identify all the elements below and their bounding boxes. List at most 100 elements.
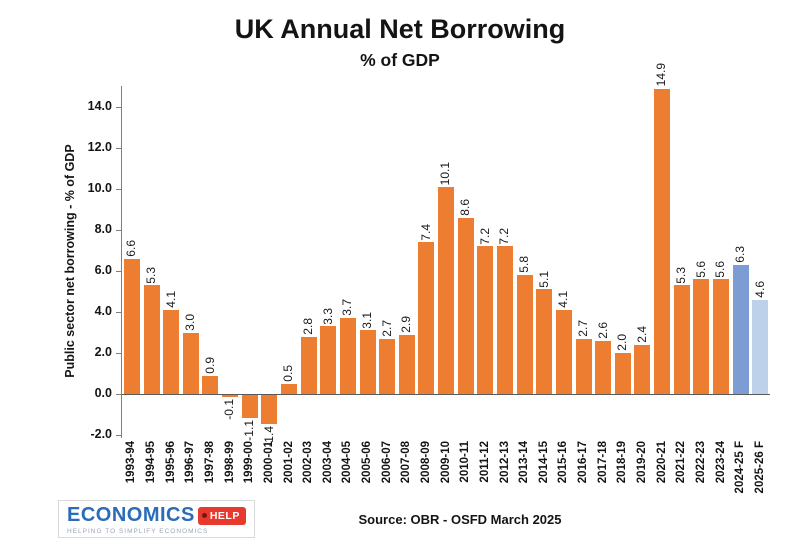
x-axis-label: 2025-26 F <box>750 441 770 536</box>
bar-value-label: 14.9 <box>653 45 671 86</box>
logo-help-tag: HELP <box>197 506 246 525</box>
bar-value-label: 5.8 <box>516 231 534 273</box>
y-tick-label: 4.0 <box>94 304 112 318</box>
bar-value-label: 8.6 <box>457 174 475 216</box>
bar <box>555 309 572 394</box>
bar-value-text: 5.1 <box>536 270 551 288</box>
x-axis-label-text: 2000-01 <box>262 441 275 484</box>
bar <box>359 330 376 394</box>
x-axis-label: 2021-22 <box>672 441 692 536</box>
bar-value-text: 5.8 <box>516 256 531 274</box>
bar-value-text: 10.1 <box>438 161 453 185</box>
y-tick-label: 10.0 <box>87 181 112 195</box>
bar <box>182 332 199 394</box>
y-tick-mark <box>116 435 122 436</box>
x-axis-label-text: 1994-95 <box>145 441 158 484</box>
bar-value-label: 3.3 <box>319 282 337 325</box>
bar-value-label: 5.1 <box>535 245 553 288</box>
y-tick-label: 0.0 <box>94 386 112 400</box>
logo-dot-icon <box>201 513 207 518</box>
bar <box>398 334 415 394</box>
bar <box>418 242 435 394</box>
bar <box>595 340 612 394</box>
bar-value-label: 2.0 <box>614 309 632 351</box>
logo-tag-text: HELP <box>209 509 240 522</box>
logo-text: ECONOMICS <box>67 504 195 526</box>
bar <box>732 264 749 395</box>
y-tick-label: -2.0 <box>90 427 112 441</box>
bar <box>752 299 769 394</box>
bar-value-text: 8.6 <box>458 199 472 216</box>
bar <box>673 285 690 394</box>
x-axis-label: 2022-23 <box>692 441 712 536</box>
x-axis-label-text: 2025-26 F <box>753 441 766 494</box>
bar <box>280 383 297 395</box>
bar-value-label: 2.8 <box>300 293 318 335</box>
bar <box>712 279 729 394</box>
bar-value-label: 0.9 <box>201 332 219 374</box>
x-axis-label-text: 2012-13 <box>498 441 511 484</box>
x-axis-label-text: 1998-99 <box>223 441 236 484</box>
bar-value-text: 7.2 <box>497 227 512 245</box>
bar <box>536 289 553 394</box>
bar <box>261 395 278 424</box>
y-tick-mark <box>116 148 122 149</box>
bar-value-label: 2.7 <box>378 295 396 337</box>
bar-value-label: 7.2 <box>496 202 514 245</box>
x-axis-label-text: 2016-17 <box>577 441 590 484</box>
y-tick-mark <box>116 107 122 108</box>
bar <box>634 344 651 394</box>
bar-value-text: -1.1 <box>242 419 256 441</box>
bar <box>300 336 317 394</box>
x-axis-label: 2020-21 <box>652 441 672 536</box>
bar <box>654 88 670 394</box>
y-tick-mark <box>116 353 122 354</box>
bar-value-text: 4.1 <box>556 291 571 308</box>
bar-value-label: 3.1 <box>359 286 377 329</box>
bar-value-label: 2.6 <box>594 297 612 339</box>
bar-value-text: 4.1 <box>163 291 178 308</box>
bar-value-text: 6.6 <box>124 240 139 257</box>
bar-value-label: 4.1 <box>555 266 573 308</box>
bar-value-label: 7.2 <box>476 202 494 245</box>
bar-value-label: 3.0 <box>182 289 200 331</box>
bar-value-text: 2.0 <box>615 334 630 351</box>
y-tick-mark <box>116 271 122 272</box>
x-axis-label-text: 2001-02 <box>282 441 295 484</box>
y-tick-label: 8.0 <box>94 222 112 236</box>
bar-value-label: 5.6 <box>712 235 730 278</box>
bar-value-text: 3.1 <box>359 311 374 329</box>
bar-value-text: 4.6 <box>752 281 767 298</box>
x-axis-label-text: 1995-96 <box>164 441 177 484</box>
x-axis-label-text: 1993-94 <box>125 441 138 484</box>
x-axis-label-text: 2002-03 <box>302 441 315 484</box>
bar <box>202 375 219 394</box>
bar-value-text: -0.1 <box>222 399 237 420</box>
x-axis-label-text: 1997-98 <box>203 441 216 484</box>
bar-value-text: 3.0 <box>183 313 198 331</box>
y-tick-label: 2.0 <box>94 345 112 359</box>
x-axis-label-text: 1999-00 <box>243 441 256 484</box>
y-tick-label: 14.0 <box>87 99 112 113</box>
bar-value-text: 6.3 <box>732 246 747 263</box>
x-axis-label-text: 2021-22 <box>675 441 688 484</box>
x-axis-label-text: 2011-12 <box>478 441 491 483</box>
bar <box>143 285 160 394</box>
bar-value-text: 5.3 <box>143 266 158 284</box>
bar-value-label: 5.6 <box>692 235 710 278</box>
x-axis-label-text: 2014-15 <box>537 441 550 484</box>
chart-subtitle: % of GDP <box>360 50 440 70</box>
x-axis-label-text: 2008-09 <box>419 441 432 484</box>
bar-value-label: 2.7 <box>575 295 593 337</box>
bar <box>477 246 494 394</box>
bar <box>516 275 533 394</box>
bar-value-text: 5.3 <box>674 266 688 284</box>
x-axis-label-text: 2020-21 <box>655 441 668 484</box>
bar-value-text: 0.9 <box>202 356 217 374</box>
economicshelp-logo[interactable]: ECONOMICS HELP HELPING TO SIMPLIFY ECONO… <box>58 500 255 538</box>
bar-value-text: 2.9 <box>399 315 414 333</box>
bar-value-text: 2.7 <box>575 319 590 337</box>
logo-tagline: HELPING TO SIMPLIFY ECONOMICS <box>67 528 209 535</box>
bar-value-text: 7.4 <box>418 223 433 241</box>
